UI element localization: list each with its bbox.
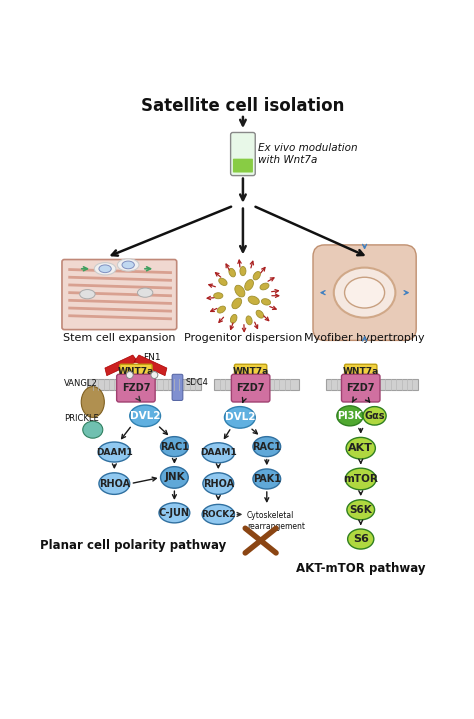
Ellipse shape <box>337 406 363 426</box>
FancyBboxPatch shape <box>326 379 419 390</box>
Text: WNT7a: WNT7a <box>118 367 154 377</box>
Text: C-JUN: C-JUN <box>159 508 190 518</box>
Ellipse shape <box>225 407 255 428</box>
Ellipse shape <box>246 316 252 325</box>
Ellipse shape <box>81 387 104 418</box>
Ellipse shape <box>161 467 188 488</box>
Text: DAAM1: DAAM1 <box>96 447 133 457</box>
Text: Ex vivo modulation
with Wnt7a: Ex vivo modulation with Wnt7a <box>257 143 357 165</box>
Polygon shape <box>134 355 167 375</box>
FancyBboxPatch shape <box>341 375 380 402</box>
Ellipse shape <box>217 306 226 313</box>
FancyBboxPatch shape <box>117 375 155 402</box>
Ellipse shape <box>130 405 161 426</box>
Text: S6K: S6K <box>349 505 372 515</box>
FancyBboxPatch shape <box>120 365 152 380</box>
Ellipse shape <box>94 262 116 275</box>
FancyBboxPatch shape <box>313 245 416 340</box>
Ellipse shape <box>137 288 153 297</box>
Text: Satellite cell isolation: Satellite cell isolation <box>141 97 345 115</box>
Ellipse shape <box>99 265 111 273</box>
Text: ROCK2: ROCK2 <box>201 510 236 519</box>
Text: PI3K: PI3K <box>337 411 363 421</box>
Ellipse shape <box>118 259 139 271</box>
Text: VANGL2: VANGL2 <box>64 379 98 388</box>
Ellipse shape <box>334 267 395 318</box>
FancyBboxPatch shape <box>345 365 377 380</box>
Ellipse shape <box>202 505 235 524</box>
Text: RHOA: RHOA <box>203 479 234 489</box>
FancyBboxPatch shape <box>233 159 253 173</box>
Ellipse shape <box>248 296 259 305</box>
Ellipse shape <box>159 503 190 523</box>
Ellipse shape <box>347 500 374 520</box>
Text: FZD7: FZD7 <box>122 383 150 393</box>
Ellipse shape <box>240 267 246 275</box>
Ellipse shape <box>219 278 227 285</box>
Text: Cytoskeletal
rearrangement: Cytoskeletal rearrangement <box>247 511 305 531</box>
Ellipse shape <box>122 261 134 269</box>
Ellipse shape <box>262 298 271 305</box>
FancyBboxPatch shape <box>235 365 267 380</box>
FancyBboxPatch shape <box>172 375 183 400</box>
Text: JNK: JNK <box>164 472 185 482</box>
Text: S6: S6 <box>353 534 369 544</box>
Ellipse shape <box>214 293 223 298</box>
FancyBboxPatch shape <box>214 379 299 390</box>
Text: DVL2: DVL2 <box>130 411 160 421</box>
Text: WNT7a: WNT7a <box>233 367 269 377</box>
Ellipse shape <box>151 372 158 378</box>
Ellipse shape <box>346 437 375 459</box>
Ellipse shape <box>256 311 264 318</box>
Text: AKT-mTOR pathway: AKT-mTOR pathway <box>296 562 426 575</box>
Text: mTOR: mTOR <box>343 474 378 484</box>
Ellipse shape <box>230 314 237 324</box>
Ellipse shape <box>235 285 245 297</box>
Text: DAAM1: DAAM1 <box>200 449 237 457</box>
FancyBboxPatch shape <box>87 379 201 390</box>
Ellipse shape <box>253 469 281 489</box>
Polygon shape <box>105 355 137 375</box>
Text: AKT: AKT <box>348 443 373 453</box>
Ellipse shape <box>229 268 236 277</box>
Text: Myofiber hypertrophy: Myofiber hypertrophy <box>304 333 425 343</box>
Ellipse shape <box>347 529 374 549</box>
Text: FN1: FN1 <box>144 353 161 362</box>
Text: DVL2: DVL2 <box>225 413 255 422</box>
Text: RAC1: RAC1 <box>160 441 189 452</box>
Text: PAK1: PAK1 <box>253 474 281 484</box>
Ellipse shape <box>202 443 235 463</box>
Ellipse shape <box>345 278 384 308</box>
Ellipse shape <box>253 272 260 280</box>
Text: PRICKLE: PRICKLE <box>64 414 99 423</box>
Text: Planar cell polarity pathway: Planar cell polarity pathway <box>40 539 227 552</box>
Text: FZD7: FZD7 <box>237 383 265 393</box>
Text: WNT7a: WNT7a <box>343 367 379 377</box>
Ellipse shape <box>232 298 242 308</box>
Ellipse shape <box>83 421 103 438</box>
Text: RAC1: RAC1 <box>252 441 281 452</box>
Ellipse shape <box>80 290 95 299</box>
FancyBboxPatch shape <box>62 260 177 329</box>
Ellipse shape <box>161 436 188 457</box>
Text: RHOA: RHOA <box>99 479 130 489</box>
Text: Gαs: Gαs <box>365 411 385 421</box>
Ellipse shape <box>363 407 386 425</box>
Text: SDC4: SDC4 <box>185 378 208 388</box>
Ellipse shape <box>99 473 130 495</box>
FancyBboxPatch shape <box>231 132 255 175</box>
Ellipse shape <box>126 372 133 378</box>
Ellipse shape <box>253 436 281 457</box>
Text: Progenitor dispersion: Progenitor dispersion <box>184 333 302 343</box>
Ellipse shape <box>245 280 254 290</box>
Ellipse shape <box>98 442 130 462</box>
FancyBboxPatch shape <box>231 375 270 402</box>
Ellipse shape <box>260 283 269 290</box>
Text: FZD7: FZD7 <box>346 383 375 393</box>
Ellipse shape <box>346 468 376 490</box>
Text: Stem cell expansion: Stem cell expansion <box>63 333 175 343</box>
Ellipse shape <box>203 473 234 495</box>
